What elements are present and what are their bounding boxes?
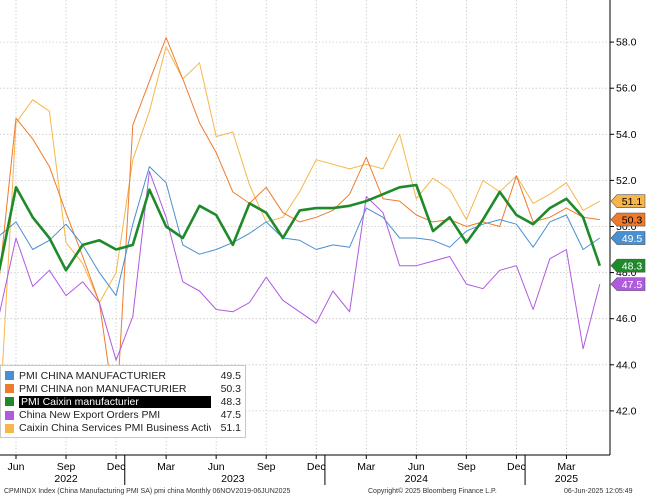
y-tick-label: 46.0: [616, 313, 637, 325]
legend-item: PMI CHINA non MANUFACTURIER 50.3: [5, 382, 241, 395]
x-tick-label: Dec: [507, 461, 526, 473]
legend-swatch: [5, 371, 14, 381]
footer-source: CPMINDX Index (China Manufacturing PMI S…: [4, 488, 291, 495]
legend-value: 48.3: [220, 395, 241, 408]
x-tick-label: Dec: [307, 461, 326, 473]
series-lines: [0, 37, 602, 422]
legend-value: 50.3: [220, 382, 241, 395]
y-tick-label: 54.0: [616, 129, 637, 141]
x-tick-label: Sep: [57, 461, 76, 473]
x-tick-label: Jun: [408, 461, 425, 473]
legend-value: 51.1: [220, 422, 241, 435]
value-tag-label: 47.5: [622, 279, 643, 291]
series-line-1: [0, 37, 600, 421]
series-line-3: [0, 170, 601, 361]
value-tag: 48.3: [610, 258, 646, 273]
x-tick-label: Sep: [457, 461, 476, 473]
legend-label: PMI Caixin manufacturier: [19, 395, 211, 408]
legend-item: China New Export Orders PMI 47.5: [5, 409, 241, 422]
y-tick-label: 52.0: [616, 175, 637, 187]
legend-swatch: [5, 384, 14, 394]
legend-item: PMI CHINA MANUFACTURIER 49.5: [5, 369, 241, 382]
legend: PMI CHINA MANUFACTURIER 49.5 PMI CHINA non…: [0, 365, 246, 438]
x-year-label: 2023: [221, 473, 245, 485]
legend-item: Caixin China Services PMI Business Activ…: [5, 422, 241, 435]
value-tag: 49.5: [610, 231, 646, 245]
x-tick-label: Dec: [107, 461, 126, 473]
x-tick-label: Sep: [257, 461, 276, 473]
y-tick-label: 56.0: [616, 83, 637, 95]
footer-timestamp: 06-Jun-2025 12:05:49: [564, 488, 633, 495]
x-tick-label: Mar: [157, 461, 176, 473]
legend-swatch: [5, 410, 14, 420]
value-tag: 51.1: [610, 194, 646, 208]
legend-item: PMI Caixin manufacturier 48.3: [5, 395, 241, 408]
x-tick-label: Jun: [208, 461, 225, 473]
series-line-2: [0, 183, 602, 272]
x-year-label: 2022: [54, 473, 78, 485]
y-tick-label: 44.0: [616, 359, 637, 371]
series-line-0: [0, 166, 601, 297]
value-tag-label: 50.3: [622, 214, 643, 226]
x-tick-label: Mar: [557, 461, 576, 473]
value-tag-label: 48.3: [622, 260, 643, 272]
value-tag: 50.3: [610, 212, 646, 227]
footer-copyright: Copyright© 2025 Bloomberg Finance L.P.: [368, 488, 497, 495]
y-tick-label: 42.0: [616, 405, 637, 417]
value-tag: 47.5: [610, 277, 646, 291]
legend-value: 47.5: [220, 409, 241, 422]
y-tick-label: 58.0: [616, 37, 637, 49]
x-year-label: 2025: [555, 473, 579, 485]
legend-label: PMI CHINA MANUFACTURIER: [19, 369, 167, 382]
legend-swatch: [5, 423, 14, 433]
value-tag-label: 49.5: [622, 233, 643, 245]
x-tick-label: Jun: [8, 461, 25, 473]
value-tags: 49.5 50.3 48.3 47.5 51.1: [610, 194, 646, 291]
value-tag-label: 51.1: [622, 196, 643, 208]
legend-swatch: [5, 397, 14, 407]
x-tick-label: Mar: [357, 461, 376, 473]
x-year-label: 2024: [405, 473, 429, 485]
legend-label: PMI CHINA non MANUFACTURIER: [19, 382, 187, 395]
legend-label: China New Export Orders PMI: [19, 409, 161, 422]
legend-value: 49.5: [220, 369, 241, 382]
legend-label: Caixin China Services PMI Business Activ…: [19, 422, 211, 435]
